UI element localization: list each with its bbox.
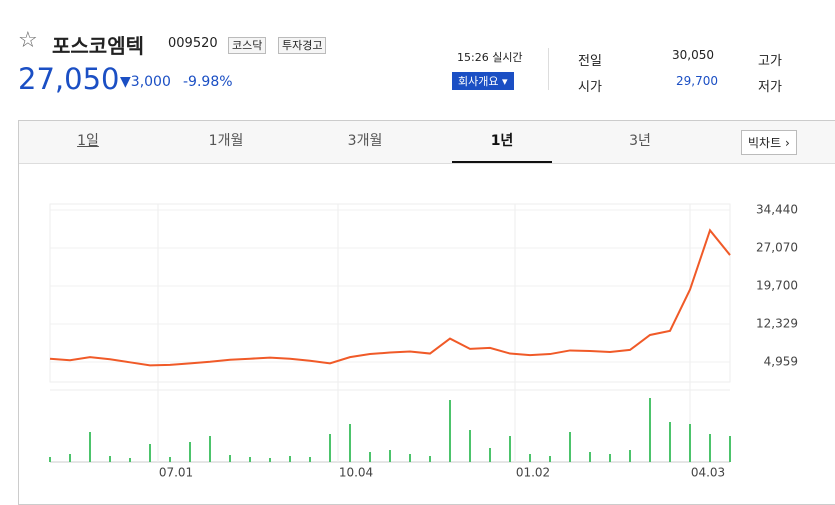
plot-border (49, 203, 731, 383)
x-tick-label: 01.02 (516, 466, 550, 480)
y-tick-label: 4,959 (764, 355, 798, 369)
button-label: 빅차트 (748, 136, 782, 150)
volume-bar (569, 432, 571, 462)
stock-code: 009520 (168, 36, 218, 51)
volume-bar (409, 454, 411, 462)
price-line (49, 228, 731, 367)
price: 27,050 (18, 62, 120, 96)
big-chart-button[interactable]: 빅차트 › (741, 130, 797, 155)
tab[interactable]: 3개월 (347, 133, 383, 149)
volume-bar (49, 457, 51, 462)
change: ▼3,000 (120, 74, 171, 90)
divider (548, 48, 549, 90)
volume-bar (269, 458, 271, 462)
volume-bar (689, 424, 691, 462)
volume-bar (609, 454, 611, 462)
volume-bar (329, 434, 331, 462)
volume-bar (189, 442, 191, 462)
volume-bar (229, 455, 231, 462)
tab[interactable]: 1개월 (208, 133, 244, 149)
volume-bar (529, 454, 531, 462)
volume-bar (489, 448, 491, 462)
volume-bar (649, 398, 651, 462)
badge: 투자경고 (278, 37, 327, 54)
change-value: 3,000 (130, 74, 171, 90)
tab[interactable]: 1년 (452, 120, 552, 163)
x-tick-label: 04.03 (691, 466, 725, 480)
info-label: 고가 (758, 54, 782, 69)
volume-bar (109, 456, 111, 462)
volume-bar (449, 400, 451, 462)
info-label: 저가 (758, 80, 782, 95)
stock-name: 포스코엠텍 (52, 34, 144, 58)
volume-bar (309, 457, 311, 462)
volume-bar (369, 452, 371, 462)
volume-bar (589, 452, 591, 462)
volume-bar (89, 432, 91, 462)
badge: 코스닥 (228, 37, 267, 54)
y-tick-label: 34,440 (756, 203, 798, 217)
volume-bar (349, 424, 351, 462)
info-label: 전일 (578, 54, 602, 69)
tab[interactable]: 1일 (77, 133, 99, 149)
volume-bar (389, 450, 391, 462)
volume-bar (549, 456, 551, 462)
y-tick-label: 19,700 (756, 278, 798, 292)
x-tick-label: 07.01 (159, 466, 193, 480)
volume-bar (209, 436, 211, 462)
info-label: 시가 (578, 80, 602, 95)
time: 15:26 실시간 (457, 51, 523, 64)
volume-bar (709, 434, 711, 462)
volume-bar (669, 422, 671, 462)
volume-bar (629, 450, 631, 462)
y-tick-label: 27,070 (756, 240, 798, 254)
info-value: 30,050 (672, 48, 714, 62)
volume-bar (169, 457, 171, 462)
change-pct: -9.98% (183, 74, 233, 90)
y-tick-label: 12,329 (756, 317, 798, 331)
tab[interactable]: 3년 (629, 133, 651, 149)
volume-bar (509, 436, 511, 462)
volume-bar (289, 456, 291, 462)
x-tick-label: 10.04 (339, 466, 373, 480)
volume-bar (249, 457, 251, 462)
volume-bar (469, 430, 471, 462)
company-button[interactable]: 회사개요 ▾ (452, 72, 514, 90)
volume-bar (729, 436, 731, 462)
tab-bar (19, 121, 835, 164)
info-value: 29,700 (676, 74, 718, 88)
volume-bar (149, 444, 151, 462)
volume-bar (129, 458, 131, 462)
button-label: 회사개요 (458, 75, 499, 88)
volume-bar (429, 456, 431, 462)
volume-bar (69, 454, 71, 462)
star-icon[interactable]: ☆ (18, 28, 38, 53)
